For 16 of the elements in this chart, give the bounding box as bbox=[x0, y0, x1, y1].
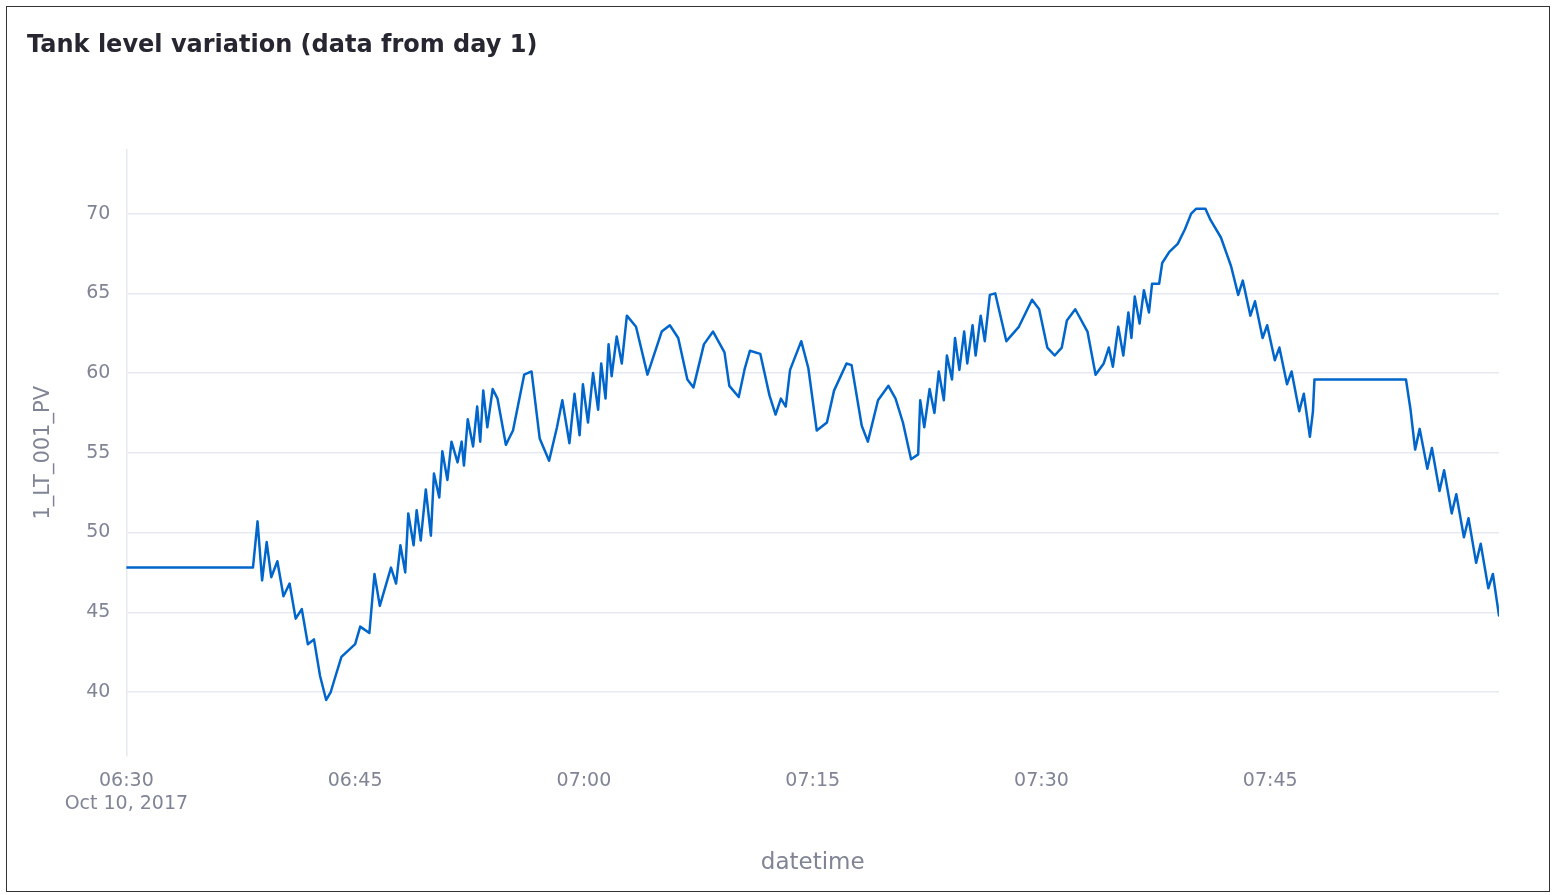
y-tick-label: 65 bbox=[86, 280, 111, 303]
x-tick-label: 07:15 bbox=[785, 768, 841, 791]
y-tick-label: 70 bbox=[86, 200, 111, 223]
x-tick-label: 06:45 bbox=[327, 768, 383, 791]
x-tick-label: 07:30 bbox=[1014, 768, 1069, 791]
y-tick-label: 55 bbox=[86, 439, 111, 462]
y-tick-label: 40 bbox=[86, 678, 111, 701]
x-tick-label: 06:30 Oct 10, 2017 bbox=[64, 768, 189, 813]
y-tick-label: 60 bbox=[86, 360, 111, 382]
chart-title: Tank level variation (data from day 1) bbox=[27, 29, 538, 58]
y-tick-label: 50 bbox=[86, 519, 111, 542]
x-tick-label: 07:00 bbox=[556, 768, 612, 791]
y-tick-label: 45 bbox=[86, 599, 111, 622]
y-axis-title: 1_LT_001_PV bbox=[30, 385, 56, 520]
x-tick-label: 07:45 bbox=[1242, 768, 1298, 791]
x-axis-title: datetime bbox=[760, 848, 865, 875]
